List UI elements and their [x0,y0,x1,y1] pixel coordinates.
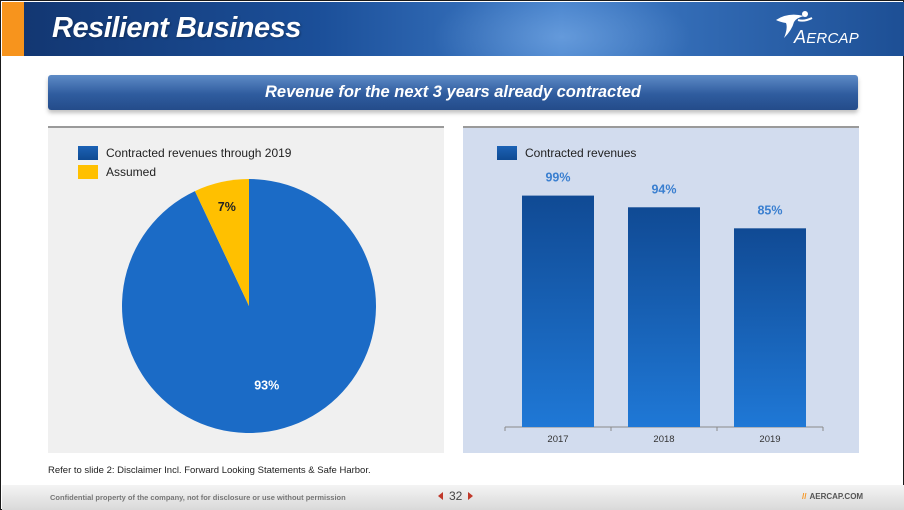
pie-chart: 93% 7% [121,179,377,433]
pie-slice-assumed [194,179,249,306]
legend-swatch-blue [78,146,98,160]
banner-text: Revenue for the next 3 years already con… [265,83,641,101]
logo-wordmark: AERCAP [794,27,859,47]
page-nav: 32 [432,489,479,503]
legend-label: Contracted revenues [525,146,637,160]
legend-item-contracted-revenues: Contracted revenues [497,146,636,160]
page-number: 32 [449,489,463,503]
slashes-decoration: // [802,492,807,501]
bar-2018 [628,207,700,427]
x-tick-label: 2018 [653,434,674,445]
legend-swatch-yellow [78,165,98,179]
aercap-logo: AERCAP [772,8,872,52]
legend-swatch-blue [497,146,517,160]
footnote: Refer to slide 2: Disclaimer Incl. Forwa… [48,465,371,476]
header-bar: Resilient Business AERCAP [2,2,904,56]
section-banner: Revenue for the next 3 years already con… [48,75,858,110]
bar-2017 [522,195,594,427]
aercap-figure-icon [776,11,813,38]
pie-slice-contracted [121,179,377,433]
bar-2019 [734,228,806,427]
legend-item-assumed: Assumed [78,165,156,179]
website-link[interactable]: //AERCAP.COM [802,492,863,501]
website-text: AERCAP.COM [809,492,864,501]
x-tick-label: 2017 [547,434,568,445]
x-tick-label: 2019 [759,434,780,445]
pie-label: 93% [254,378,279,392]
bar-data-label: 85% [757,203,782,217]
page-title: Resilient Business [52,12,301,44]
bar-chart: 99% 2017 94% 2018 85% 2019 [504,171,824,445]
bar-data-label: 99% [545,171,570,185]
previous-arrow-icon[interactable] [438,492,443,500]
bar-data-label: 94% [651,182,676,196]
pie-chart-panel: Contracted revenues through 2019 Assumed… [48,126,444,453]
next-arrow-icon[interactable] [468,492,474,500]
bar-chart-panel: Contracted revenues 99% 2017 94% 2018 85% 201… [463,126,859,453]
legend-label: Assumed [106,165,157,179]
confidential-notice: Confidential property of the company, no… [50,493,346,502]
header-accent [2,2,24,56]
footer-bar: Confidential property of the company, no… [2,485,904,510]
legend-label: Contracted revenues through 2019 [106,146,292,160]
legend-item-contracted: Contracted revenues through 2019 [78,146,291,160]
pie-label: 7% [218,200,236,214]
header-light-streak [432,2,692,56]
